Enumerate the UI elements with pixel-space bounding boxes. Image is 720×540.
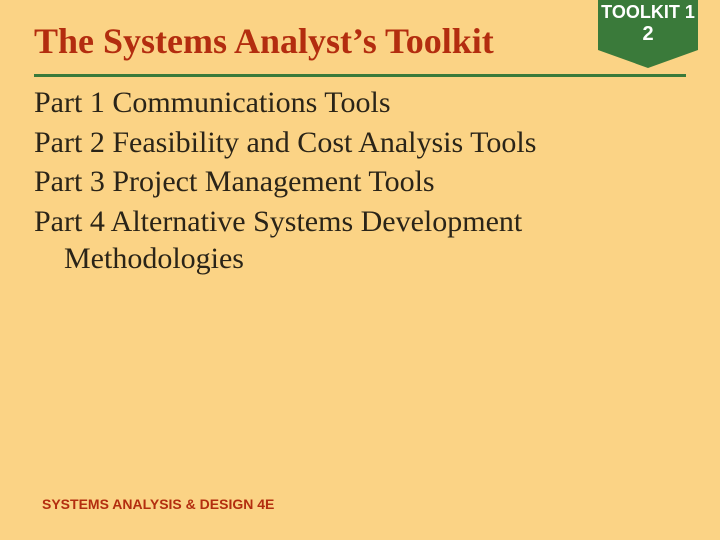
badge-line-2: 2 (598, 23, 698, 46)
list-item: Part 1 Communications Tools (34, 84, 686, 122)
list-item: Part 3 Project Management Tools (34, 163, 686, 201)
slide-number-badge: TOOLKIT 1 2 (598, 0, 698, 68)
title-underline (34, 74, 686, 77)
list-item: Part 4 Alternative Systems Development M… (34, 203, 686, 278)
badge-line-1: TOOLKIT 1 (598, 2, 698, 23)
badge-arrow-icon (598, 50, 698, 68)
badge-rect: TOOLKIT 1 2 (598, 0, 698, 50)
slide: TOOLKIT 1 2 The Systems Analyst’s Toolki… (0, 0, 720, 540)
slide-footer: SYSTEMS ANALYSIS & DESIGN 4E (42, 496, 274, 512)
slide-body: Part 1 Communications Tools Part 2 Feasi… (34, 84, 686, 280)
list-item: Part 2 Feasibility and Cost Analysis Too… (34, 124, 686, 162)
slide-title: The Systems Analyst’s Toolkit (34, 20, 494, 62)
